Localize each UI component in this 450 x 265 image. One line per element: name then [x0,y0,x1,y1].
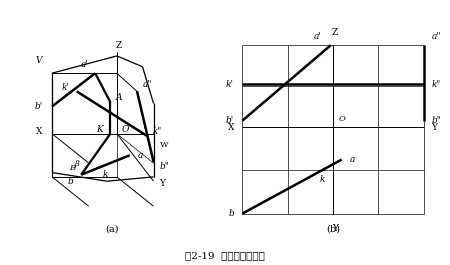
Text: Z: Z [332,28,338,37]
Text: a: a [350,155,355,164]
Text: Y: Y [332,224,338,233]
Text: k: k [103,170,108,179]
Text: (a): (a) [106,224,119,233]
Text: Z: Z [116,41,122,50]
Text: A: A [116,93,122,102]
Text: β: β [74,160,79,168]
Text: Y: Y [432,123,437,132]
Text: a': a' [81,60,88,69]
Text: k': k' [225,80,233,89]
Text: B: B [69,164,76,172]
Text: Y: Y [159,179,165,188]
Text: b": b" [159,162,169,171]
Text: X: X [228,123,234,132]
Text: b: b [229,209,234,218]
Text: k": k" [432,80,441,89]
Text: k: k [320,175,325,184]
Text: b': b' [225,116,234,125]
Text: a': a' [314,32,322,41]
Text: a: a [138,151,143,160]
Text: a": a" [143,80,153,89]
Text: X: X [36,127,42,136]
Text: W: W [160,142,169,149]
Text: (b): (b) [326,224,340,233]
Text: b': b' [35,102,43,111]
Text: 图2-19  直线上点的投影: 图2-19 直线上点的投影 [185,251,265,260]
Text: O: O [338,114,345,122]
Text: k': k' [62,82,70,91]
Text: b: b [68,177,73,186]
Text: O: O [122,125,129,134]
Text: k": k" [153,127,162,136]
Text: K: K [96,125,103,134]
Text: b": b" [432,116,441,125]
Text: V: V [36,56,42,65]
Text: a": a" [432,32,441,41]
